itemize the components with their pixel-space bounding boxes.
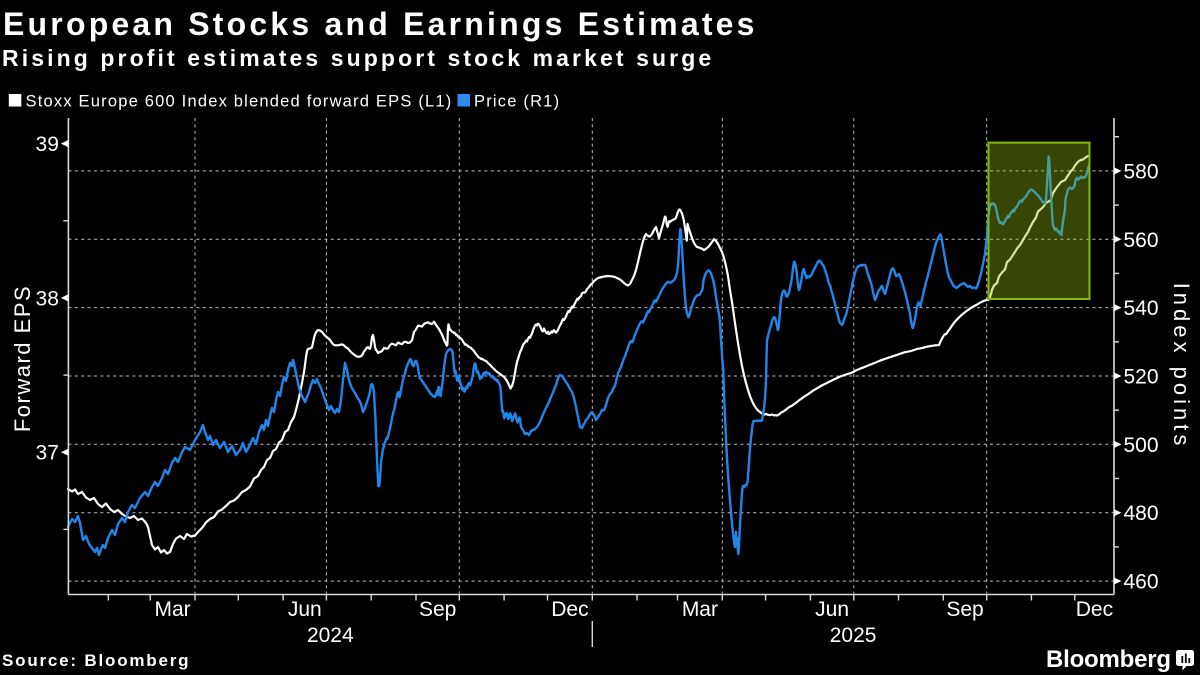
- svg-text:580: 580: [1124, 160, 1159, 183]
- svg-text:Stoxx Europe 600 Index blended: Stoxx Europe 600 Index blended forward E…: [26, 93, 453, 111]
- svg-text:Index points: Index points: [1169, 283, 1194, 450]
- svg-text:39: 39: [36, 133, 59, 156]
- svg-text:Forward EPS: Forward EPS: [10, 285, 35, 432]
- svg-text:Jun: Jun: [815, 598, 849, 621]
- svg-text:520: 520: [1124, 365, 1159, 388]
- svg-text:Rising profit estimates suppor: Rising profit estimates support stock ma…: [2, 45, 714, 71]
- svg-text:Source: Bloomberg: Source: Bloomberg: [2, 651, 190, 670]
- svg-text:Dec: Dec: [551, 598, 588, 621]
- svg-text:480: 480: [1124, 502, 1159, 525]
- svg-text:European Stocks and Earnings E: European Stocks and Earnings Estimates: [3, 6, 758, 42]
- svg-text:Mar: Mar: [682, 598, 718, 621]
- svg-text:Dec: Dec: [1076, 598, 1113, 621]
- svg-text:37: 37: [36, 442, 59, 465]
- svg-text:Mar: Mar: [155, 598, 191, 621]
- svg-text:2024: 2024: [307, 624, 354, 647]
- svg-text:Sep: Sep: [946, 598, 983, 621]
- svg-text:540: 540: [1124, 297, 1159, 320]
- svg-text:Price (R1): Price (R1): [474, 93, 560, 111]
- svg-text:Sep: Sep: [419, 598, 456, 621]
- svg-text:2025: 2025: [830, 624, 877, 647]
- svg-text:500: 500: [1124, 434, 1159, 457]
- svg-text:460: 460: [1124, 571, 1159, 594]
- svg-text:560: 560: [1124, 229, 1159, 252]
- svg-text:38: 38: [36, 287, 59, 310]
- svg-text:Jun: Jun: [288, 598, 322, 621]
- svg-text:Bloomberg: Bloomberg: [1046, 646, 1171, 673]
